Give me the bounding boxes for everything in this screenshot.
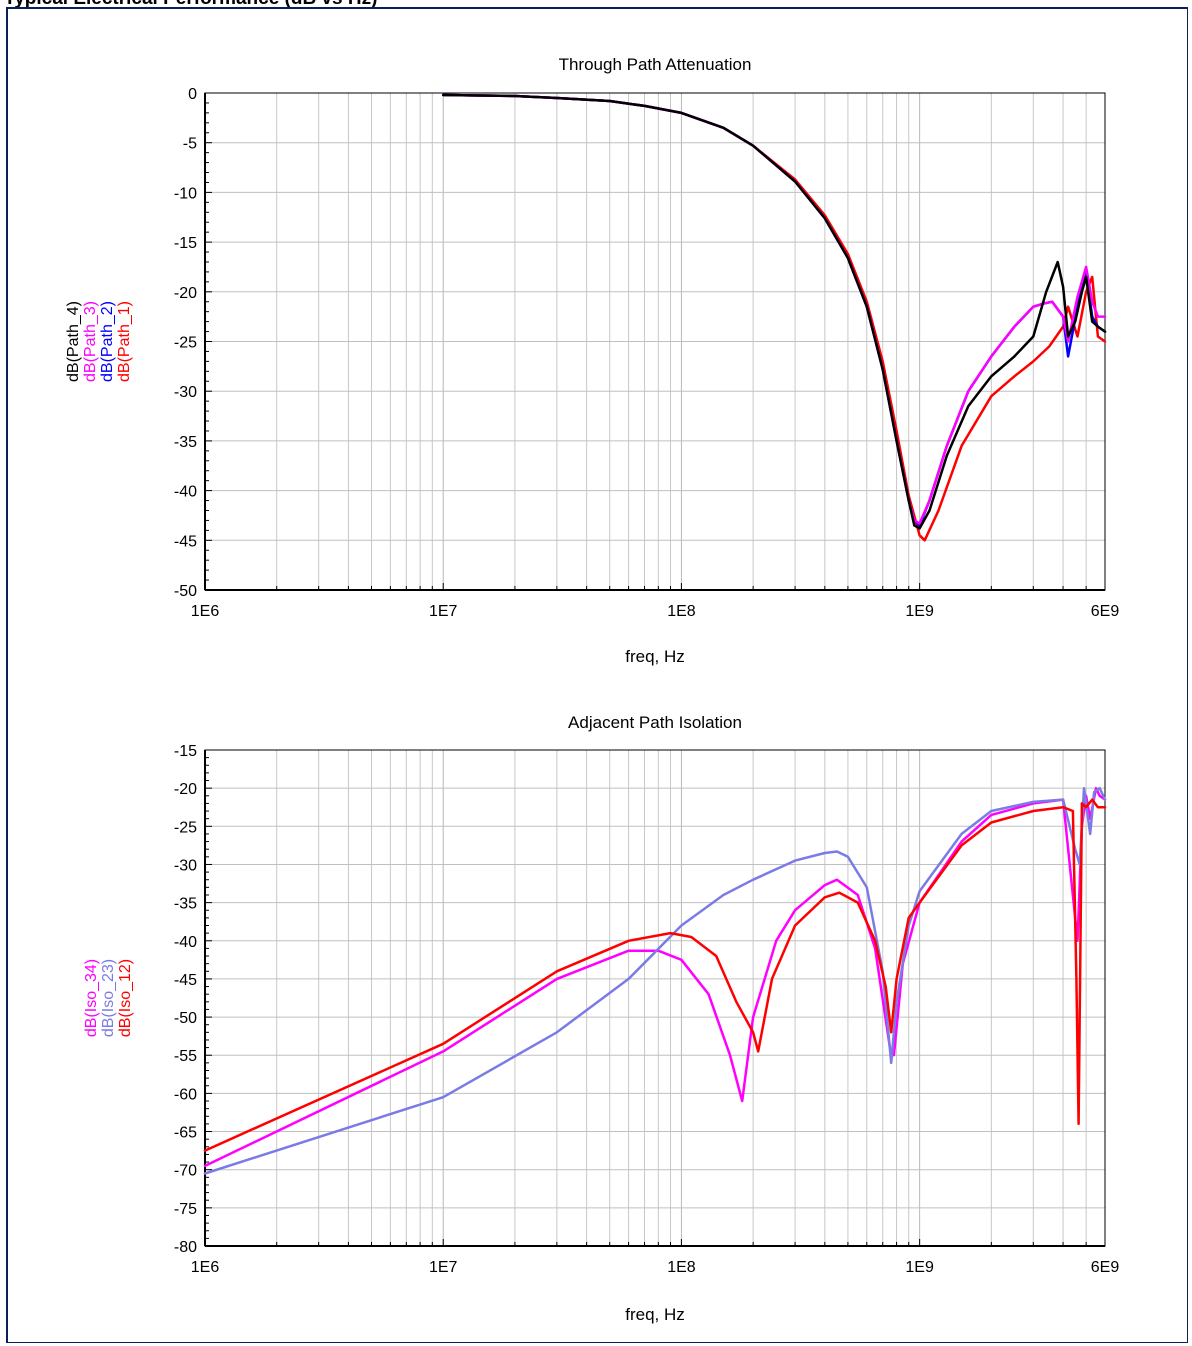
x-tick-label: 1E6 xyxy=(191,1259,220,1276)
y-tick-label: -20 xyxy=(174,285,197,302)
y-tick-label: -35 xyxy=(174,434,197,451)
y-axis-series-label: dB(Path_2) xyxy=(99,301,116,382)
x-tick-label: 1E8 xyxy=(667,1259,696,1276)
y-tick-label: -20 xyxy=(174,781,197,798)
x-tick-label: 1E9 xyxy=(905,603,934,620)
y-tick-label: -80 xyxy=(174,1239,197,1256)
page-title: Typical Electrical Performance (dB vs Hz… xyxy=(4,0,377,10)
x-tick-label: 6E9 xyxy=(1091,603,1120,620)
chart-title: Through Path Attenuation xyxy=(559,55,752,74)
series-line-db-path-4- xyxy=(441,93,1107,530)
y-tick-label: -25 xyxy=(174,335,197,352)
y-tick-label: -55 xyxy=(174,1048,197,1065)
y-tick-label: -60 xyxy=(174,1086,197,1103)
x-tick-label: 6E9 xyxy=(1091,1259,1120,1276)
y-tick-label: -40 xyxy=(174,934,197,951)
x-tick-label: 1E7 xyxy=(429,603,458,620)
y-tick-label: -45 xyxy=(174,972,197,989)
y-tick-label: -10 xyxy=(174,185,197,202)
y-tick-label: -25 xyxy=(174,819,197,836)
y-axis-series-label: dB(Path_4) xyxy=(65,301,82,382)
y-axis-series-label: dB(Path_1) xyxy=(116,301,133,382)
y-tick-label: -50 xyxy=(174,1010,197,1027)
y-tick-label: -65 xyxy=(174,1125,197,1142)
figure-frame xyxy=(6,7,1188,1343)
y-tick-label: -75 xyxy=(174,1201,197,1218)
chart-title: Adjacent Path Isolation xyxy=(568,713,742,732)
x-tick-label: 1E7 xyxy=(429,1259,458,1276)
y-tick-label: -40 xyxy=(174,484,197,501)
y-tick-label: -5 xyxy=(183,136,197,153)
x-tick-label: 1E6 xyxy=(191,603,220,620)
x-tick-label: 1E8 xyxy=(667,603,696,620)
y-tick-label: -70 xyxy=(174,1163,197,1180)
y-tick-label: -35 xyxy=(174,896,197,913)
y-axis-series-label: dB(Iso_34) xyxy=(83,959,100,1037)
y-axis-series-label: dB(Path_3) xyxy=(82,301,99,382)
y-tick-label: -15 xyxy=(174,743,197,760)
x-tick-label: 1E9 xyxy=(905,1259,934,1276)
series-line-db-iso-12- xyxy=(203,798,1107,1152)
y-tick-label: -15 xyxy=(174,235,197,252)
y-tick-label: -50 xyxy=(174,583,197,600)
x-axis-label: freq, Hz xyxy=(625,647,685,666)
x-axis-label: freq, Hz xyxy=(625,1305,685,1324)
y-axis-series-label: dB(Iso_23) xyxy=(100,959,117,1037)
y-tick-label: -30 xyxy=(174,857,197,874)
y-tick-label: 0 xyxy=(188,86,197,103)
y-axis-series-label: dB(Iso_12) xyxy=(117,959,134,1037)
y-tick-label: -45 xyxy=(174,533,197,550)
plot-area xyxy=(205,750,1105,1246)
y-tick-label: -30 xyxy=(174,384,197,401)
